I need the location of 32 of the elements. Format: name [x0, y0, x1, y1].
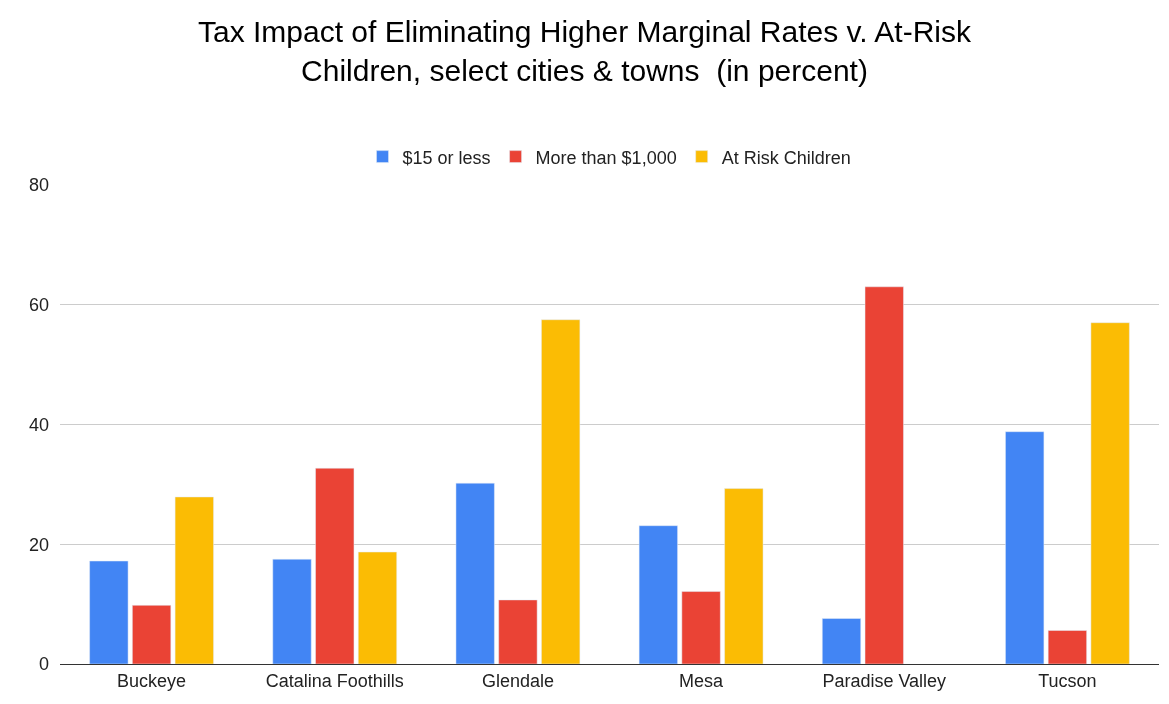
- y-tick-label: 80: [28, 175, 49, 196]
- bar: [498, 599, 538, 664]
- bar: [1090, 322, 1130, 664]
- bar: [1047, 630, 1087, 664]
- bar: [89, 560, 129, 664]
- y-tick-label: 40: [28, 414, 49, 435]
- x-tick-label: Glendale: [481, 670, 554, 691]
- x-tick-label: Paradise Valley: [822, 670, 947, 691]
- bar: [315, 467, 355, 664]
- bar: [822, 618, 861, 664]
- bar: [174, 496, 214, 664]
- y-tick-label: 0: [38, 654, 49, 675]
- x-tick-label: Tucson: [1038, 670, 1097, 691]
- bar: [455, 482, 495, 664]
- legend-label: At Risk Children: [721, 147, 851, 168]
- bar: [272, 558, 312, 664]
- x-tick-label: Buckeye: [117, 670, 187, 691]
- bar: [541, 319, 581, 664]
- y-tick-label: 20: [28, 534, 49, 555]
- bar: [638, 525, 678, 664]
- bar: [864, 286, 904, 664]
- legend-label: More than $1,000: [535, 147, 677, 168]
- x-tick-label: Mesa: [679, 670, 725, 691]
- bar: [1005, 431, 1045, 664]
- bar: [681, 591, 721, 664]
- legend-label: $15 or less: [402, 147, 491, 168]
- x-tick-label: Catalina Foothills: [265, 670, 404, 691]
- chart-title: Tax Impact of Eliminating Higher Marginal Rates v. At-Risk Children, select cities & towns (in percent): [197, 15, 973, 88]
- bar: [724, 488, 764, 664]
- bar: [358, 551, 397, 664]
- bar: [132, 605, 172, 664]
- y-tick-label: 60: [28, 295, 49, 316]
